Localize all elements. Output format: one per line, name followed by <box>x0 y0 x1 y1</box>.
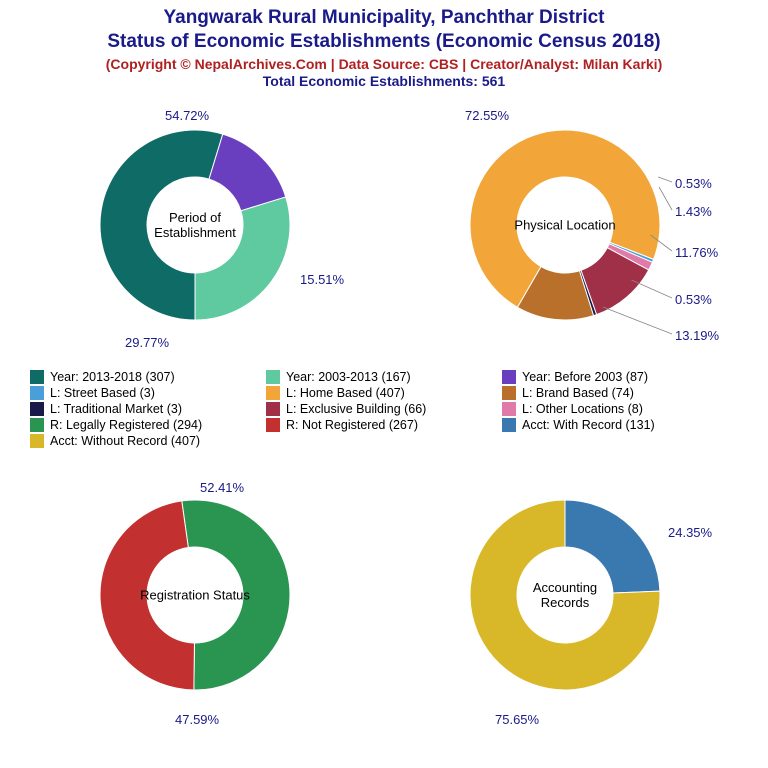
chart-container: Yangwarak Rural Municipality, Panchthar … <box>0 0 768 768</box>
pct-label: 52.41% <box>200 480 244 495</box>
legend-item: R: Not Registered (267) <box>266 418 502 432</box>
pct-label: 15.51% <box>300 272 344 287</box>
pct-label: 13.19% <box>675 328 719 343</box>
legend-item: Acct: With Record (131) <box>502 418 738 432</box>
donut-center-label: Period of Establishment <box>140 210 250 240</box>
donut-center-label: Accounting Records <box>510 580 620 610</box>
legend-item: L: Exclusive Building (66) <box>266 402 502 416</box>
pct-label: 11.76% <box>675 245 718 260</box>
pct-label: 54.72% <box>165 108 209 123</box>
legend-text: L: Other Locations (8) <box>522 402 643 416</box>
legend-text: L: Traditional Market (3) <box>50 402 182 416</box>
legend-swatch <box>266 386 280 400</box>
legend-text: Year: 2003-2013 (167) <box>286 370 411 384</box>
leader-line <box>659 187 672 210</box>
legend-swatch <box>30 434 44 448</box>
legend-swatch <box>502 402 516 416</box>
legend-swatch <box>266 402 280 416</box>
legend-text: R: Legally Registered (294) <box>50 418 202 432</box>
donut-center-label: Physical Location <box>510 218 620 233</box>
legend: Year: 2013-2018 (307) Year: 2003-2013 (16… <box>30 370 740 450</box>
legend-swatch <box>266 370 280 384</box>
legend-swatch <box>30 370 44 384</box>
legend-swatch <box>502 386 516 400</box>
pct-label: 47.59% <box>175 712 219 727</box>
donut-center-label: Registration Status <box>140 588 250 603</box>
legend-item: R: Legally Registered (294) <box>30 418 266 432</box>
legend-item: L: Street Based (3) <box>30 386 266 400</box>
legend-item: Year: Before 2003 (87) <box>502 370 738 384</box>
legend-item: L: Home Based (407) <box>266 386 502 400</box>
pct-label: 72.55% <box>465 108 509 123</box>
legend-text: L: Brand Based (74) <box>522 386 634 400</box>
legend-item: Year: 2013-2018 (307) <box>30 370 266 384</box>
legend-item: L: Brand Based (74) <box>502 386 738 400</box>
legend-text: Acct: With Record (131) <box>522 418 655 432</box>
legend-swatch <box>30 386 44 400</box>
pct-label: 29.77% <box>125 335 169 350</box>
pct-label: 0.53% <box>675 176 712 191</box>
legend-swatch <box>266 418 280 432</box>
leader-line <box>603 307 672 334</box>
legend-text: Year: 2013-2018 (307) <box>50 370 175 384</box>
legend-text: L: Street Based (3) <box>50 386 155 400</box>
legend-text: L: Exclusive Building (66) <box>286 402 426 416</box>
legend-row: L: Traditional Market (3) L: Exclusive Bu… <box>30 402 740 416</box>
leader-line <box>658 177 672 182</box>
legend-row: R: Legally Registered (294) R: Not Regist… <box>30 418 740 432</box>
pct-label: 24.35% <box>668 525 712 540</box>
legend-text: R: Not Registered (267) <box>286 418 418 432</box>
legend-item: L: Traditional Market (3) <box>30 402 266 416</box>
legend-text: Acct: Without Record (407) <box>50 434 200 448</box>
legend-swatch <box>502 370 516 384</box>
legend-row: L: Street Based (3) L: Home Based (407) L:… <box>30 386 740 400</box>
legend-row: Year: 2013-2018 (307) Year: 2003-2013 (16… <box>30 370 740 384</box>
legend-text: L: Home Based (407) <box>286 386 405 400</box>
leader-line <box>632 280 673 298</box>
legend-item: L: Other Locations (8) <box>502 402 738 416</box>
pct-label: 0.53% <box>675 292 712 307</box>
pct-label: 75.65% <box>495 712 539 727</box>
legend-item: Acct: Without Record (407) <box>30 434 266 448</box>
legend-row: Acct: Without Record (407) <box>30 434 740 448</box>
legend-swatch <box>30 418 44 432</box>
legend-text: Year: Before 2003 (87) <box>522 370 648 384</box>
slice <box>209 134 286 211</box>
pct-label: 1.43% <box>675 204 712 219</box>
legend-swatch <box>502 418 516 432</box>
legend-swatch <box>30 402 44 416</box>
legend-item: Year: 2003-2013 (167) <box>266 370 502 384</box>
